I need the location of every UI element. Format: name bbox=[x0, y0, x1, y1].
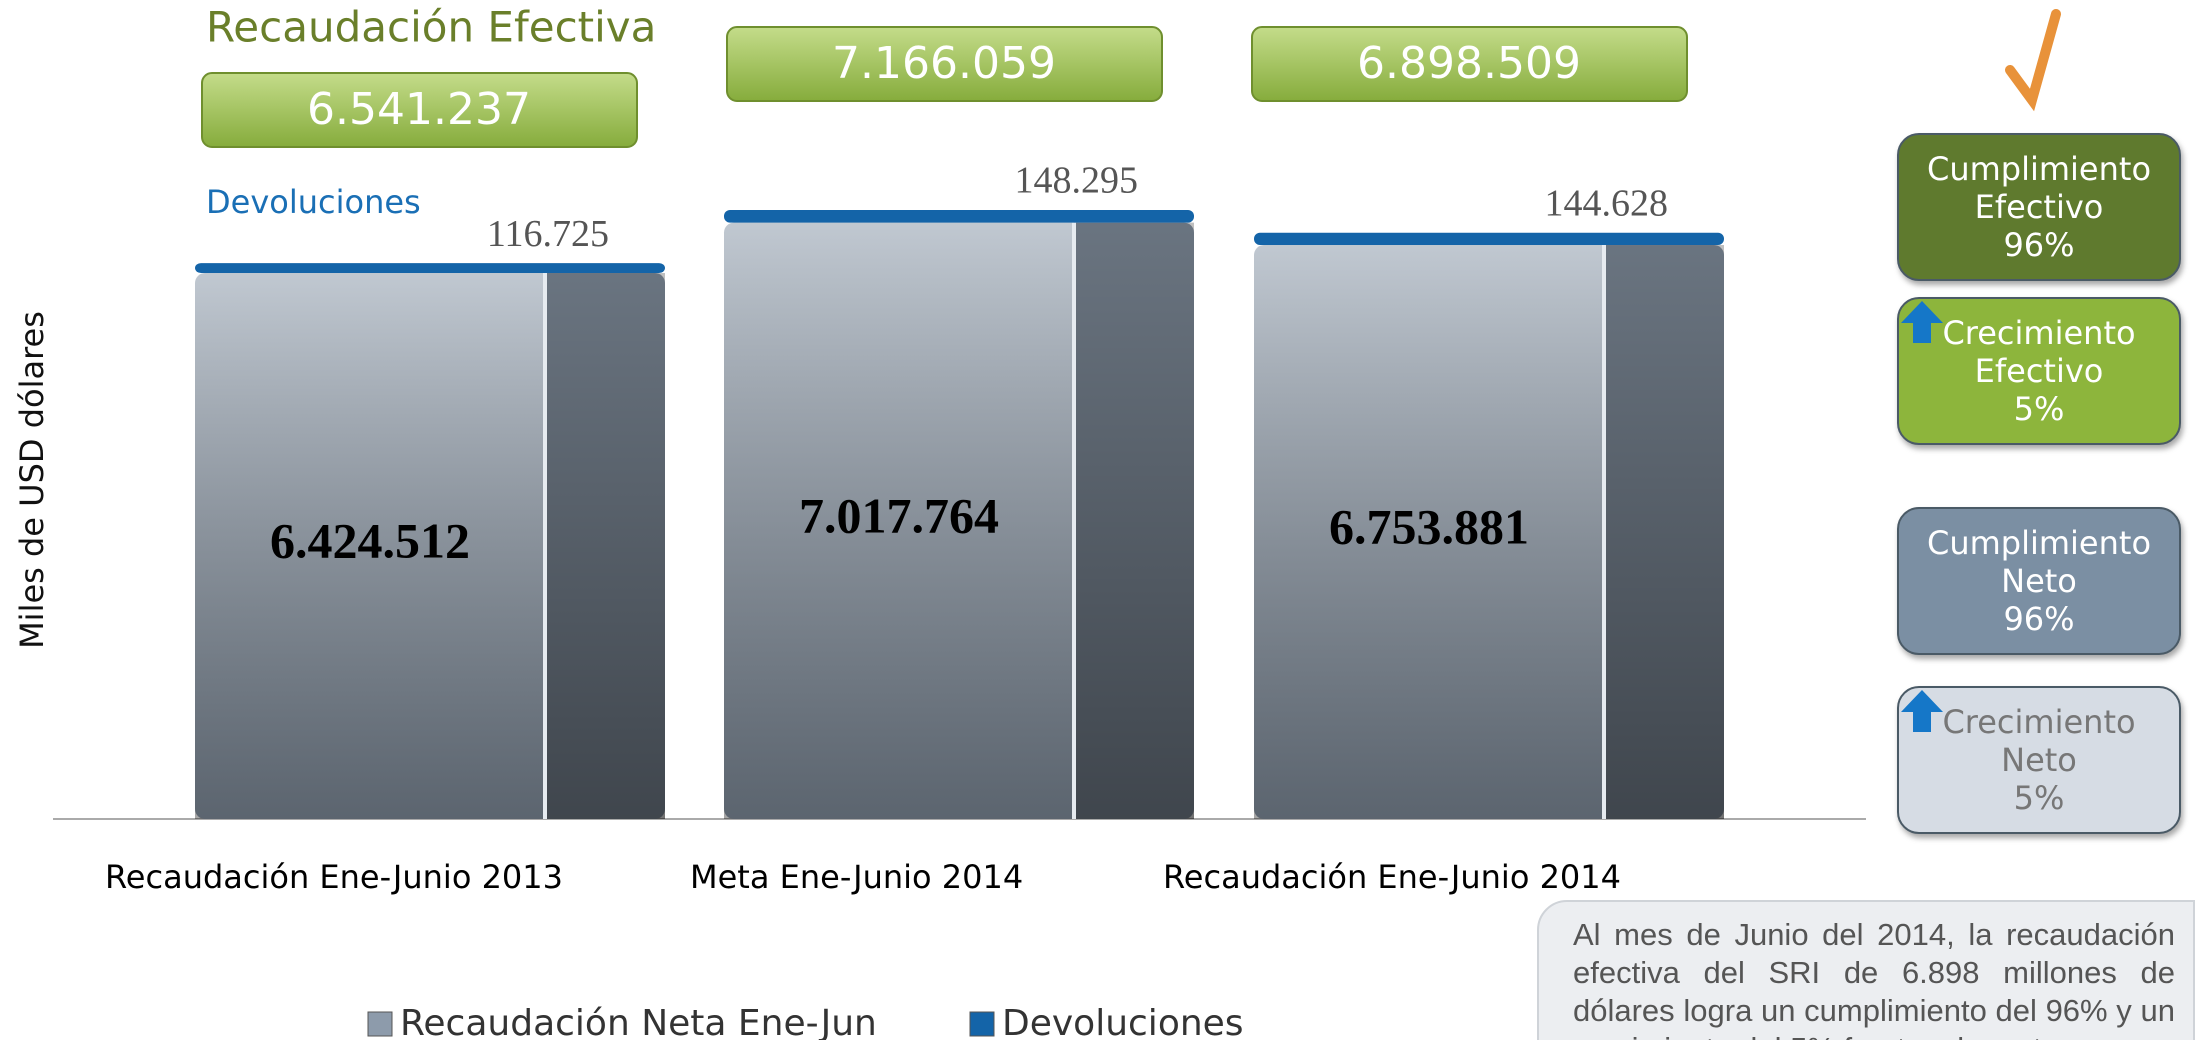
total-label: 6.541.237 bbox=[307, 84, 531, 135]
kpi-text: Efectivo bbox=[1974, 188, 2104, 226]
x-tick-label: Recaudación Ene-Junio 2014 bbox=[1163, 858, 1621, 896]
kpi-card: Cumplimiento Efectivo 96% bbox=[1897, 133, 2181, 281]
total-box bbox=[1251, 26, 1688, 102]
total-label: 6.898.509 bbox=[1357, 38, 1581, 89]
value-label: 144.628 bbox=[1545, 182, 1669, 224]
kpi-text: Crecimiento bbox=[1942, 703, 2136, 741]
value-label: 6.424.512 bbox=[270, 512, 470, 568]
bar-side bbox=[545, 273, 665, 819]
kpi-text: 96% bbox=[2003, 600, 2075, 638]
legend-label: Devoluciones bbox=[1002, 1003, 1244, 1040]
kpi-card: Crecimiento Efectivo 5% bbox=[1897, 297, 2181, 445]
annotation: Devoluciones bbox=[206, 183, 421, 221]
legend-label: Recaudación Neta Ene-Jun bbox=[400, 1003, 877, 1040]
y-axis-label: Miles de USD dólares bbox=[13, 311, 51, 649]
chart-title: Recaudación Efectiva bbox=[206, 3, 656, 52]
x-tick-label: Meta Ene-Junio 2014 bbox=[690, 858, 1023, 896]
bar-segment bbox=[195, 263, 665, 274]
kpi-card: Cumplimiento Neto 96% bbox=[1897, 507, 2181, 655]
up-arrow bbox=[1901, 301, 1943, 343]
kpi-text: Crecimiento bbox=[1942, 314, 2136, 352]
note: Al mes de Junio del 2014, la recaudación… bbox=[1537, 900, 2195, 1040]
total-box bbox=[201, 72, 638, 148]
kpi-text: Neto bbox=[2001, 741, 2077, 779]
total-box bbox=[726, 26, 1163, 102]
value-label: 7.017.764 bbox=[799, 487, 999, 543]
check-icon bbox=[2005, 9, 2061, 112]
bar-segment bbox=[1254, 232, 1724, 246]
kpi-text: Cumplimiento bbox=[1926, 150, 2152, 188]
kpi-text: Neto bbox=[2001, 562, 2077, 600]
bar-segment bbox=[724, 210, 1194, 223]
x-tick-label: Recaudación Ene-Junio 2013 bbox=[105, 858, 563, 896]
kpi-text: 5% bbox=[2013, 779, 2065, 817]
bar-side bbox=[1604, 245, 1724, 820]
legend-swatch bbox=[969, 1011, 995, 1037]
value-label: 116.725 bbox=[487, 213, 609, 255]
kpi-text: 96% bbox=[2003, 226, 2075, 264]
up-arrow bbox=[1901, 690, 1943, 732]
value-label: 6.753.881 bbox=[1329, 498, 1529, 554]
kpi-text: Cumplimiento bbox=[1926, 524, 2152, 562]
kpi-card: Crecimiento Neto 5% bbox=[1897, 686, 2181, 834]
value-label: 148.295 bbox=[1015, 160, 1139, 202]
kpi-text: 5% bbox=[2013, 390, 2065, 428]
kpi-text: Efectivo bbox=[1974, 352, 2104, 390]
bar-side bbox=[1074, 222, 1194, 820]
total-label: 7.166.059 bbox=[832, 38, 1056, 89]
legend-swatch bbox=[367, 1011, 393, 1037]
